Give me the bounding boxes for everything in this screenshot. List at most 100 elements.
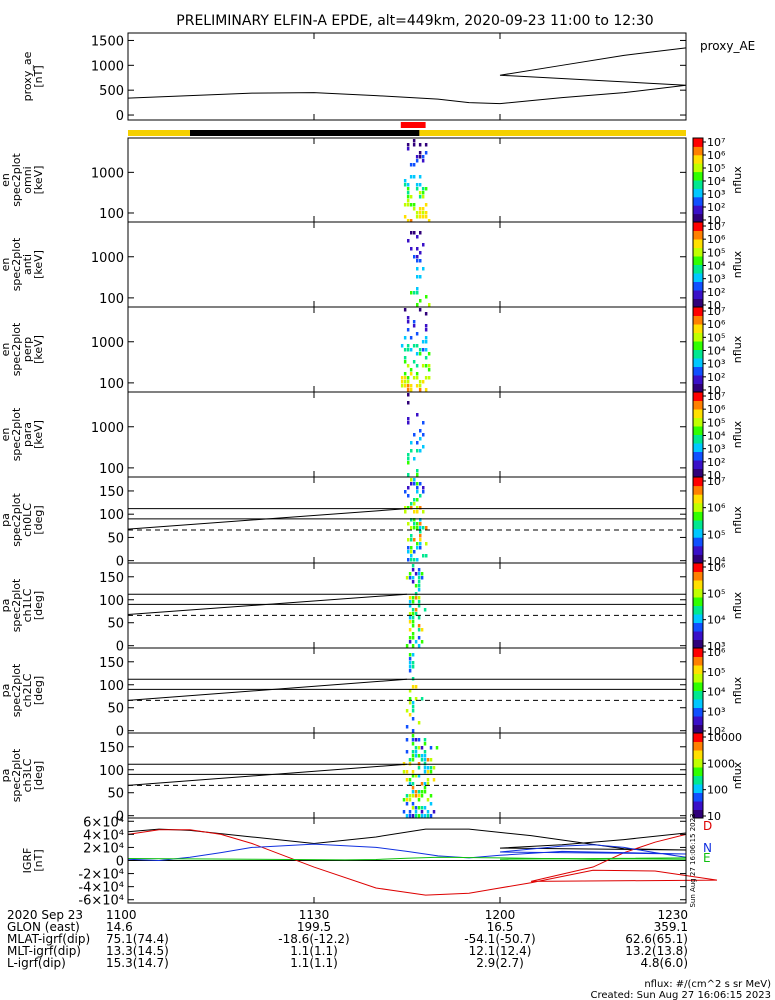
x-row-value: 13.3(14.5): [106, 944, 169, 958]
heatmap-cell: [417, 644, 421, 648]
heatmap-cell: [418, 380, 422, 384]
igrf-side-timestamp: Sun Aug 27 16:06:15 2023: [689, 813, 697, 907]
y-tick-label: 0: [116, 810, 124, 825]
y-axis-label-line: en: [0, 428, 12, 442]
heatmap-cell: [418, 195, 422, 199]
colorbar-tick-label: 10³: [707, 358, 725, 371]
x-row-value: 13.2(13.8): [625, 944, 688, 958]
colorbar-segment: [693, 366, 703, 376]
heatmap-cell: [406, 364, 410, 368]
heatmap-cell: [424, 151, 428, 155]
heatmap-cell: [403, 380, 407, 384]
y-axis-label-line: [deg]: [32, 505, 45, 534]
colorbar-tick-label: 10⁶: [707, 403, 726, 416]
rising-loss-cone-line: [127, 593, 408, 615]
y-tick-label: 50: [107, 702, 124, 717]
heatmap-cell: [423, 750, 427, 754]
heatmap-cell: [413, 538, 416, 542]
heatmap-cell: [411, 814, 415, 818]
x-row-value: 62.6(65.1): [625, 932, 688, 946]
heatmap-cell: [403, 336, 407, 340]
heatmap-cell: [409, 336, 413, 340]
heatmap-cell: [411, 782, 415, 786]
status-bar-black: [190, 130, 420, 136]
footer-created: Created: Sun Aug 27 16:06:15 2023: [591, 990, 771, 1000]
y-tick-label: 0: [116, 640, 124, 655]
heatmap-cell: [422, 433, 425, 437]
heatmap-cell: [413, 231, 416, 235]
heatmap-cell: [418, 384, 422, 388]
panel-9: DNE Sun Aug 27 16:06:15 2023 -6×10⁴-4×10⁴-…: [21, 813, 718, 909]
colorbar-tick-label: 10000: [707, 731, 742, 744]
heatmap-cell: [410, 550, 413, 554]
y-tick-label: -4×10⁴: [78, 881, 124, 896]
heatmap-cell: [410, 449, 413, 453]
heatmap-cell: [413, 510, 416, 514]
heatmap-cell: [419, 251, 422, 255]
y-axis-label-line: [nT]: [32, 849, 45, 871]
heatmap-cell: [416, 469, 419, 473]
colorbar-segment: [693, 468, 703, 478]
colorbar-tick-label: 10²: [707, 456, 725, 469]
colorbar-segment: [693, 239, 703, 248]
colorbar-tick-label: 10⁷: [707, 220, 725, 233]
panel-frame: [127, 817, 687, 904]
heatmap-cell: [411, 580, 415, 584]
heatmap-cell: [424, 215, 428, 219]
heatmap-cell: [415, 155, 419, 159]
colorbar-segment: [693, 767, 703, 776]
x-row-label: GLON (east): [7, 920, 80, 934]
x-row-value: 16.5: [487, 920, 514, 934]
heatmap-cell: [403, 215, 407, 219]
colorbar-segment: [693, 673, 703, 683]
heatmap-cell: [411, 596, 415, 600]
colorbar-segment: [693, 528, 703, 538]
colorbar-segment: [693, 485, 703, 495]
heatmap-cell: [411, 754, 415, 758]
heatmap-cell: [408, 794, 412, 798]
y-tick-label: 500: [99, 84, 124, 99]
heatmap-cell: [406, 219, 410, 223]
heatmap-cell: [409, 219, 413, 223]
heatmap-cell: [423, 770, 427, 774]
heatmap-cell: [423, 742, 427, 746]
heatmap-cell: [409, 203, 413, 207]
colorbar-segment: [693, 409, 703, 418]
heatmap-cell: [416, 449, 419, 453]
heatmap-cell: [414, 697, 418, 701]
igrf-series-3: [127, 856, 687, 861]
heatmap-cell: [407, 558, 410, 562]
colorbar-tick-label: 10⁷: [707, 390, 725, 403]
y-axis-label-line: pa: [0, 769, 12, 783]
heatmap-cell: [419, 506, 422, 510]
colorbar-segment: [693, 741, 703, 751]
colorbar-segment: [693, 460, 703, 469]
colorbar-tick-label: 10⁶: [707, 149, 726, 162]
heatmap-cell: [414, 794, 418, 798]
colorbar-label-2: nflux: [731, 250, 744, 278]
heatmap-cell: [411, 632, 415, 636]
heatmap-cell: [408, 612, 412, 616]
heatmap-cell: [420, 810, 424, 814]
colorbar-segment: [693, 614, 703, 623]
heatmap-cell: [424, 336, 428, 340]
heatmap-cell: [415, 376, 419, 380]
heatmap-cell: [408, 628, 412, 632]
y-axis-label-line: spec2plot: [10, 153, 23, 207]
y-axis-label-6: elapefpaspec2plotch1LC[deg]: [0, 578, 45, 632]
heatmap-cell: [403, 179, 407, 183]
colorbar-segment: [693, 256, 703, 265]
heatmap-cell: [422, 490, 425, 494]
heatmap-cell: [410, 291, 413, 295]
heatmap-cell: [414, 608, 418, 612]
figure-title: PRELIMINARY ELFIN-A EPDE, alt=449km, 202…: [176, 13, 653, 29]
heatmap-cell: [402, 798, 406, 802]
heatmap-cell: [411, 794, 415, 798]
colorbar-segment: [693, 298, 703, 308]
colorbar-segment: [693, 383, 703, 393]
colorbar-tick-label: 10⁵: [707, 246, 725, 259]
heatmap-cell: [418, 308, 422, 312]
y-axis-label-line: spec2plot: [10, 322, 23, 376]
colorbar-segment: [693, 196, 703, 206]
heatmap-cell: [411, 608, 415, 612]
